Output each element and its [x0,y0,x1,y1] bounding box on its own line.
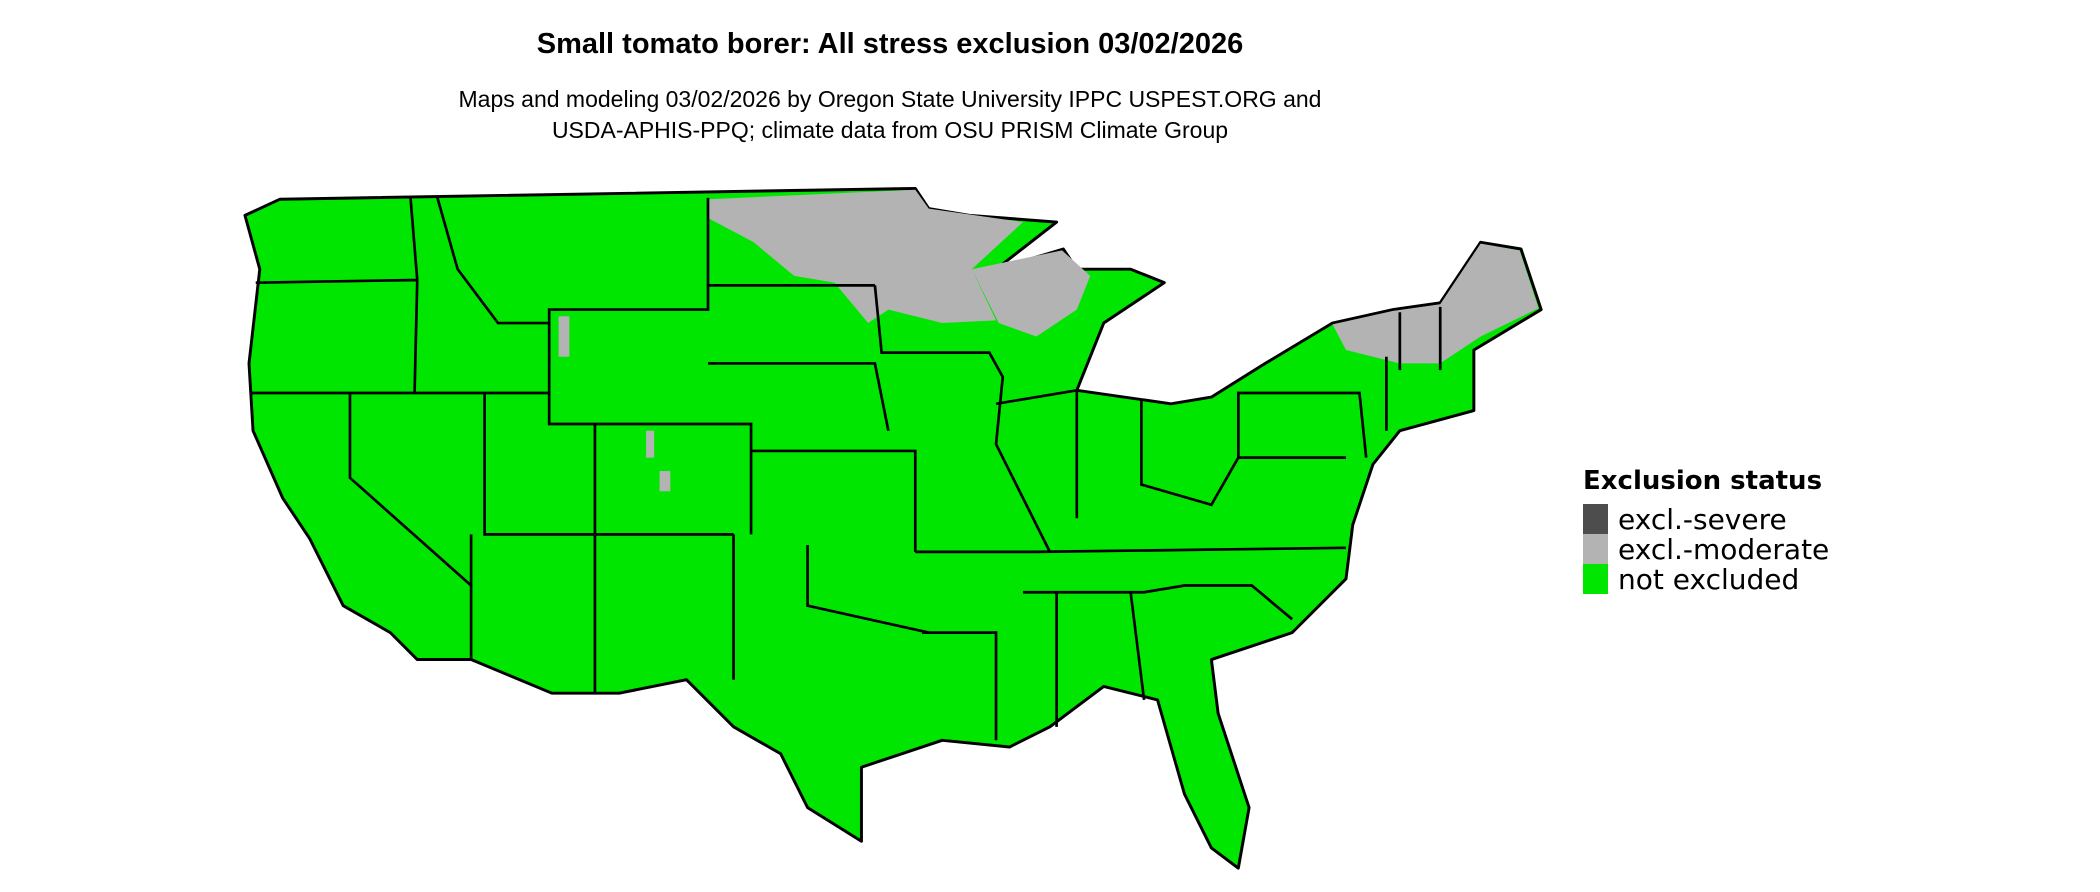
legend-item-severe: excl.-severe [1583,502,1829,536]
subtitle-line-2: USDA-APHIS-PPQ; climate data from OSU PR… [551,117,1229,143]
legend-item-not-excluded: not excluded [1583,562,1829,596]
legend-swatch-moderate [1583,534,1608,564]
conus-land-not-excluded [243,186,1543,870]
legend-label: not excluded [1618,562,1800,596]
legend-label: excl.-moderate [1618,532,1830,566]
legend-title: Exclusion status [1583,466,1823,496]
map-subtitle: Maps and modeling 03/02/2026 by Oregon S… [0,84,1780,146]
region-excluded-moderate-northeast [1332,243,1539,364]
legend-item-moderate: excl.-moderate [1583,532,1830,566]
region-excluded-moderate-rockies-patches [558,316,671,492]
state-borders [250,197,1442,741]
legend-label: excl.-severe [1618,502,1787,536]
map-title: Small tomato borer: All stress exclusion… [536,28,1244,60]
region-excluded-moderate-wisconsin [971,250,1091,337]
legend-swatch-severe [1583,504,1608,534]
region-excluded-moderate-north-central [707,189,1023,324]
legend: Exclusion status excl.-severe excl.-mode… [1583,466,1830,596]
legend-swatch-not-excluded [1583,564,1608,594]
subtitle-line-1: Maps and modeling 03/02/2026 by Oregon S… [458,86,1322,112]
